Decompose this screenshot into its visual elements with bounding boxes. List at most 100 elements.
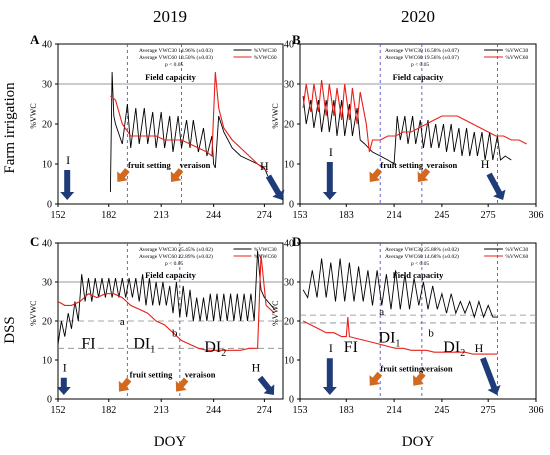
- x-tick-label: 275: [481, 405, 496, 416]
- annotation-h: H: [260, 159, 269, 173]
- legend-average-vwc60: Average VWC60 14.68% (±0.02): [385, 253, 459, 260]
- legend-average-vwc60: Average VWC60 22.89% (±0.02): [139, 253, 213, 260]
- legend-average-vwc30: Average VWC30 16.58% (±0.07): [385, 47, 459, 54]
- xlabel-left: DOY: [154, 434, 187, 450]
- annotation-text: I: [66, 153, 70, 167]
- legend-series-name: %VWC30: [254, 48, 277, 54]
- y-tick-label: 30: [284, 278, 294, 289]
- y-tick-label: 20: [42, 120, 52, 131]
- annotation-text: H: [481, 157, 490, 171]
- y-tick-label: 40: [284, 40, 294, 51]
- y-tick-label: 30: [284, 80, 294, 91]
- annotation-di: DI1: [133, 335, 155, 355]
- annotation-text: veraison: [185, 370, 216, 380]
- legend-series-name: %VWC30: [505, 247, 528, 253]
- annotation-text: H: [260, 159, 269, 173]
- legend-series-name: %VWC60: [505, 254, 528, 260]
- xlabel-right: DOY: [402, 434, 435, 450]
- series-line-vwc60: [302, 79, 527, 153]
- panel-letter: A: [30, 32, 40, 47]
- annotation-text: DI: [443, 339, 460, 356]
- y-tick-label: 30: [42, 278, 52, 289]
- x-tick-label: 214: [387, 210, 402, 221]
- annotation-text: DI: [379, 329, 396, 346]
- x-tick-label: 183: [339, 405, 354, 416]
- annotation-veraison: veraison: [180, 160, 211, 170]
- x-tick-label: 245: [434, 210, 449, 221]
- x-tick-label: 152: [51, 405, 66, 416]
- annotation-text: DI: [204, 339, 221, 356]
- annotation-text: fruit setting: [380, 160, 423, 170]
- panel-a: A %VWC 0 10 20 30 40 152 182 213 244 274 Field capac…: [29, 32, 285, 221]
- arrow-down-icon: [56, 377, 71, 395]
- legend-series-name: %VWC60: [254, 254, 277, 260]
- y-tick-label: 0: [47, 395, 52, 406]
- y-tick-label: 30: [42, 80, 52, 91]
- y-tick-label: 10: [284, 356, 294, 367]
- legend-series-name: %VWC60: [254, 55, 277, 61]
- series-line-vwc60: [57, 254, 275, 351]
- annotation-i: I: [66, 153, 70, 167]
- x-tick-label: 213: [154, 210, 169, 221]
- series-line-vwc30: [109, 71, 269, 193]
- arrow-down-left-icon: [413, 371, 426, 386]
- annotation-text: I: [63, 361, 67, 375]
- y-tick-label: 40: [42, 40, 52, 51]
- legend-average-vwc30: Average VWC30 25.45% (±0.02): [139, 246, 213, 253]
- y-axis-label: %VWC: [29, 103, 38, 128]
- annotation-i: I: [329, 341, 333, 355]
- field-capacity-label: Field capacity: [145, 270, 197, 280]
- annotation-text: fruit setting: [128, 160, 171, 170]
- panel-b: B %VWC 0 10 20 30 40 153 183 214 245 275 306 Field ca…: [271, 32, 544, 221]
- arrow-down-left-icon: [369, 168, 383, 182]
- annotation-subscript: 1: [395, 338, 400, 349]
- field-capacity-label: Field capacity: [393, 270, 445, 280]
- arrow-down-right-icon: [480, 357, 501, 395]
- field-capacity-label: Field capacity: [145, 72, 197, 82]
- legend-average-vwc60: Average VWC60 13.50% (±0.03): [139, 54, 213, 61]
- y-tick-label: 0: [289, 200, 294, 211]
- annotation-text: I: [329, 341, 333, 355]
- series-line-vwc30: [57, 250, 275, 345]
- arrow-down-left-icon: [117, 168, 130, 182]
- arrow-down-icon: [322, 162, 337, 200]
- y-tick-label: 0: [47, 200, 52, 211]
- legend-series-name: %VWC60: [505, 55, 528, 61]
- legend-p-value: p < 0.05: [411, 261, 429, 267]
- annotation-subscript: 2: [460, 348, 465, 359]
- x-tick-label: 245: [434, 405, 449, 416]
- panel-c: C %VWC 0 10 20 30 40 152 182 213 244 274 Field capac…: [29, 234, 284, 416]
- annotation-text: veraison: [180, 160, 211, 170]
- y-tick-label: 40: [42, 239, 52, 250]
- arrow-down-right-icon: [486, 172, 506, 200]
- panel-letter: D: [292, 234, 301, 249]
- legend-series-name: %VWC30: [505, 48, 528, 54]
- col-title-2020: 2020: [401, 7, 435, 26]
- x-tick-label: 153: [293, 405, 308, 416]
- panel-letter: C: [30, 234, 39, 249]
- x-tick-label: 274: [257, 210, 272, 221]
- legend-p-value: p < 0.05: [165, 261, 183, 267]
- col-title-2019: 2019: [153, 7, 187, 26]
- arrow-down-right-icon: [265, 174, 285, 200]
- annotation-text: I: [329, 145, 333, 159]
- annotation-text: veraison: [422, 364, 453, 374]
- annotation-text: veraison: [427, 160, 458, 170]
- arrow-down-left-icon: [369, 371, 383, 386]
- series-line-vwc60: [302, 317, 498, 355]
- annotation-h: H: [481, 157, 490, 171]
- series-line-vwc30: [302, 258, 498, 319]
- annotation-fruit-setting: fruit setting: [380, 364, 423, 374]
- x-tick-label: 153: [293, 210, 308, 221]
- x-tick-label: 306: [529, 210, 544, 221]
- y-tick-label: 10: [284, 160, 294, 171]
- arrow-down-left-icon: [417, 168, 431, 182]
- arrow-down-left-icon: [118, 377, 132, 392]
- annotation-veraison: veraison: [422, 364, 453, 374]
- annotation-text: b: [428, 328, 434, 340]
- x-tick-label: 274: [257, 405, 272, 416]
- y-tick-label: 20: [284, 120, 294, 131]
- x-tick-label: 244: [206, 210, 221, 221]
- annotation-fruit-setting: fruit setting: [380, 160, 423, 170]
